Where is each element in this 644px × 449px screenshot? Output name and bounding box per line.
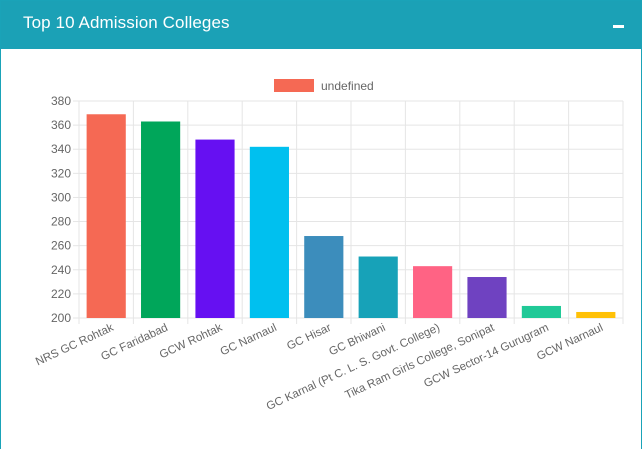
bar (304, 236, 344, 318)
y-tick-label: 340 (51, 142, 71, 156)
bar-chart: undefined200220240260280300320340360380N… (34, 79, 624, 413)
x-tick-label: GCW Rohtak (158, 322, 225, 362)
y-tick-label: 260 (51, 239, 71, 253)
y-tick-label: 280 (51, 215, 71, 229)
card-header: Top 10 Admission Colleges (1, 1, 641, 49)
bar (141, 121, 181, 318)
y-tick-label: 360 (51, 118, 71, 132)
legend-label: undefined (321, 79, 374, 93)
bar (195, 139, 235, 318)
legend-swatch (274, 79, 314, 92)
y-tick-label: 240 (51, 263, 71, 277)
y-tick-label: 380 (51, 94, 71, 108)
y-tick-label: 300 (51, 190, 71, 204)
y-tick-label: 320 (51, 166, 71, 180)
y-tick-label: 220 (51, 287, 71, 301)
x-tick-label: GC Narnaul (219, 322, 279, 359)
bar (249, 146, 289, 318)
bar (467, 277, 507, 318)
bar (86, 114, 126, 318)
card-title: Top 10 Admission Colleges (23, 13, 230, 32)
bar (358, 256, 398, 318)
x-tick-label: GC Hisar (285, 322, 333, 353)
bar (413, 266, 453, 318)
minus-icon[interactable] (607, 11, 631, 37)
y-tick-label: 200 (51, 311, 71, 325)
bar (521, 305, 561, 318)
bar (576, 311, 616, 318)
